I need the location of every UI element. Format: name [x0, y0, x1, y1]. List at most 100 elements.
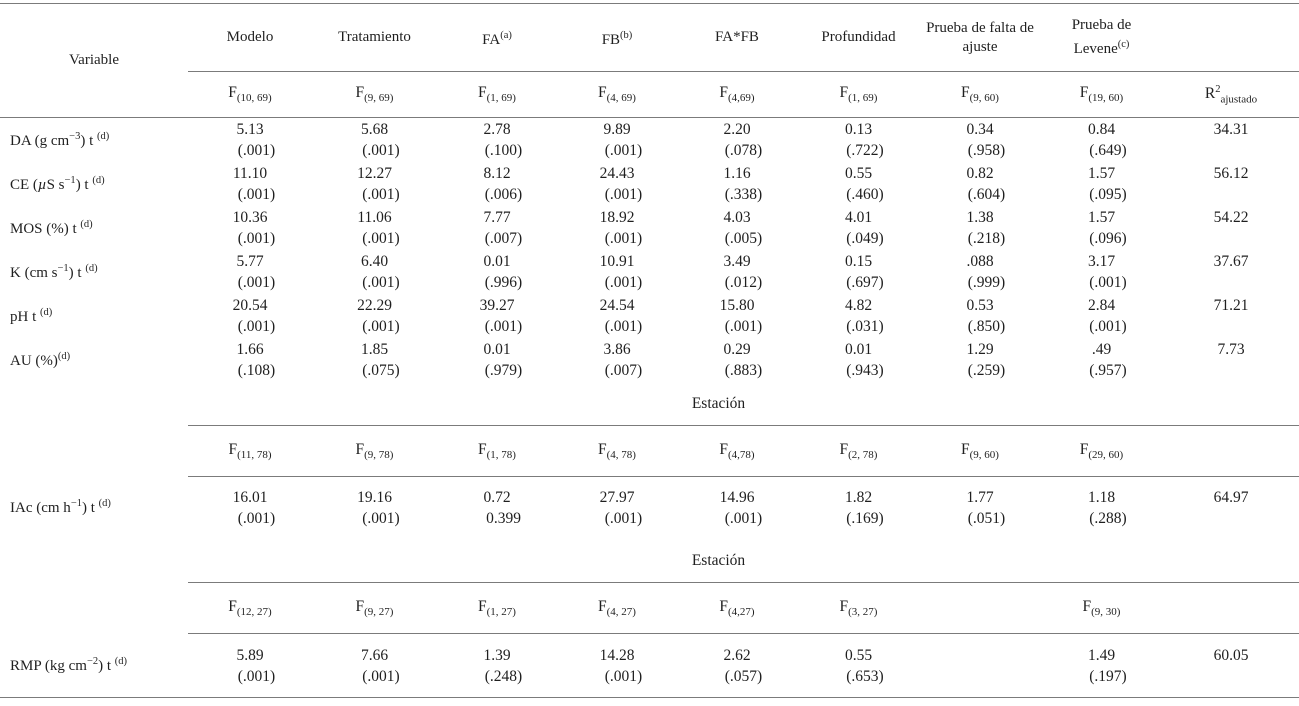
stat-cell: 24.43 (.001): [557, 162, 677, 206]
stat-cell: 2.62 (.057): [677, 633, 797, 698]
stat-cell: 8.12 (.006): [437, 162, 557, 206]
table-row: DA (g cm−3) t (d) 5.13 (.001) 5.68 (.001) 2.7…: [0, 118, 1299, 163]
p-value: (.001): [724, 510, 763, 527]
r2-value: 56.12: [1163, 162, 1299, 206]
f-value: 0.72: [483, 489, 511, 506]
f-statistic-header: F(4, 69): [557, 71, 677, 118]
r2-value-text: 71.21: [1213, 297, 1249, 314]
f-statistic-header: F(19, 60): [1040, 71, 1163, 118]
stat-cell: 0.01 (.979): [437, 338, 557, 382]
p-value: (.001): [237, 667, 276, 685]
stat-cell: 4.01 (.049): [797, 206, 920, 250]
f-value: .088: [966, 253, 994, 270]
f-value: 1.57: [1087, 209, 1116, 226]
stat-cell: 3.49 (.012): [677, 250, 797, 294]
f-value: 1.82: [844, 489, 873, 506]
f-statistic-header: F(4,69): [677, 71, 797, 118]
stat-cell: 1.85 (.075): [312, 338, 437, 382]
f-statistic-header-row: F(12, 27) F(9, 27) F(1, 27) F(4, 27) F(4,27)…: [0, 582, 1299, 634]
p-value: (.001): [362, 274, 400, 291]
f-value: 7.66: [360, 646, 389, 664]
stat-cell: 0.34 (.958): [920, 118, 1040, 163]
f-value: 10.91: [599, 253, 635, 270]
estacion-label: Estación: [691, 394, 746, 412]
p-value: (.001): [237, 318, 276, 335]
f-value: 0.01: [483, 341, 511, 358]
stat-cell: 9.89 (.001): [557, 118, 677, 163]
column-header-levene: Prueba de Levene(c): [1040, 3, 1163, 72]
stat-cell: 1.39 (.248): [437, 633, 557, 698]
p-value: (.001): [604, 274, 643, 291]
p-value: (.031): [846, 318, 884, 335]
stat-cell: 2.20 (.078): [677, 118, 797, 163]
f-value: 19.16: [357, 489, 392, 506]
variable-label: pH t (d): [10, 306, 53, 325]
stat-cell: 0.55 (.460): [797, 162, 920, 206]
p-value: (.001): [604, 186, 643, 203]
stat-cell: .49 (.957): [1040, 338, 1163, 382]
p-value: (.001): [604, 318, 643, 335]
f-statistic-header: F(9, 60): [920, 71, 1040, 118]
stat-cell: .088 (.999): [920, 250, 1040, 294]
p-value: (.001): [362, 186, 400, 203]
f-value: .49: [1091, 341, 1112, 358]
stat-cell: 10.36 (.001): [188, 206, 312, 250]
stat-cell: 11.10 (.001): [188, 162, 312, 206]
stat-cell: 10.91 (.001): [557, 250, 677, 294]
stat-cell: 14.96 (.001): [677, 477, 797, 540]
f-statistic-header: F(1, 69): [797, 71, 920, 118]
f-statistic-header: F(12, 27): [188, 582, 312, 634]
p-value: (.078): [724, 142, 763, 159]
p-value: (.218): [967, 230, 1006, 247]
table-row: CE (µS s−1) t (d) 11.10 (.001) 12.27 (.001) 8…: [0, 162, 1299, 206]
f-statistic-header: F(4,27): [677, 582, 797, 634]
stat-cell: 2.78 (.100): [437, 118, 557, 163]
f-value: 24.43: [599, 165, 635, 182]
f-value: 24.54: [599, 297, 635, 314]
column-header-profundidad: Profundidad: [797, 3, 920, 72]
stat-cell: 0.55 (.653): [797, 633, 920, 698]
f-value: 4.01: [844, 209, 873, 226]
f-statistic-header-row: F(11, 78) F(9, 78) F(1, 78) F(4, 78) F(4,78)…: [0, 425, 1299, 477]
f-value: 5.89: [236, 646, 264, 664]
p-value: (.697): [846, 274, 884, 291]
stat-cell: 5.13 (.001): [188, 118, 312, 163]
f-value: 20.54: [232, 297, 268, 314]
f-statistic-header: [1163, 425, 1299, 477]
r2-value: 64.97: [1163, 477, 1299, 540]
stat-cell: 7.77 (.007): [437, 206, 557, 250]
r2-value: 71.21: [1163, 294, 1299, 338]
p-value: (.958): [967, 142, 1006, 159]
p-value: (.057): [724, 667, 763, 685]
stat-cell: 0.13 (.722): [797, 118, 920, 163]
f-value: 11.10: [232, 165, 268, 182]
p-value: (.006): [484, 186, 523, 203]
stat-cell: 1.66 (.108): [188, 338, 312, 382]
estacion-row: Estación: [0, 382, 1299, 426]
stat-cell: 0.82 (.604): [920, 162, 1040, 206]
p-value: (.001): [237, 230, 276, 247]
variable-label: IAc (cm h−1) t (d): [10, 498, 111, 517]
p-value: (.001): [604, 230, 643, 247]
r2-value-text: 7.73: [1217, 341, 1245, 358]
f-value: 1.57: [1087, 165, 1116, 182]
r2-value: 7.73: [1163, 338, 1299, 382]
spacer-cell: [0, 539, 188, 583]
f-statistic-header: [920, 582, 1040, 634]
f-statistic-header-row: F(10, 69) F(9, 69) F(1, 69) F(4, 69) F(4…: [0, 71, 1299, 118]
column-header-fb: FB(b): [557, 3, 677, 72]
f-value: 9.89: [603, 121, 631, 138]
stat-cell: 19.16 (.001): [312, 477, 437, 540]
f-value: 5.77: [236, 253, 264, 270]
f-value: 39.27: [479, 297, 515, 314]
variable-label: CE (µS s−1) t (d): [10, 174, 105, 193]
p-value: (.001): [237, 510, 276, 527]
f-value: 1.66: [236, 341, 264, 358]
stat-cell: 5.68 (.001): [312, 118, 437, 163]
column-header-r2-spacer: [1163, 3, 1299, 72]
f-value: 0.15: [844, 253, 873, 270]
p-value: (.005): [724, 230, 763, 247]
f-statistic-header: F(9, 60): [920, 425, 1040, 477]
stat-cell: 5.89 (.001): [188, 633, 312, 698]
